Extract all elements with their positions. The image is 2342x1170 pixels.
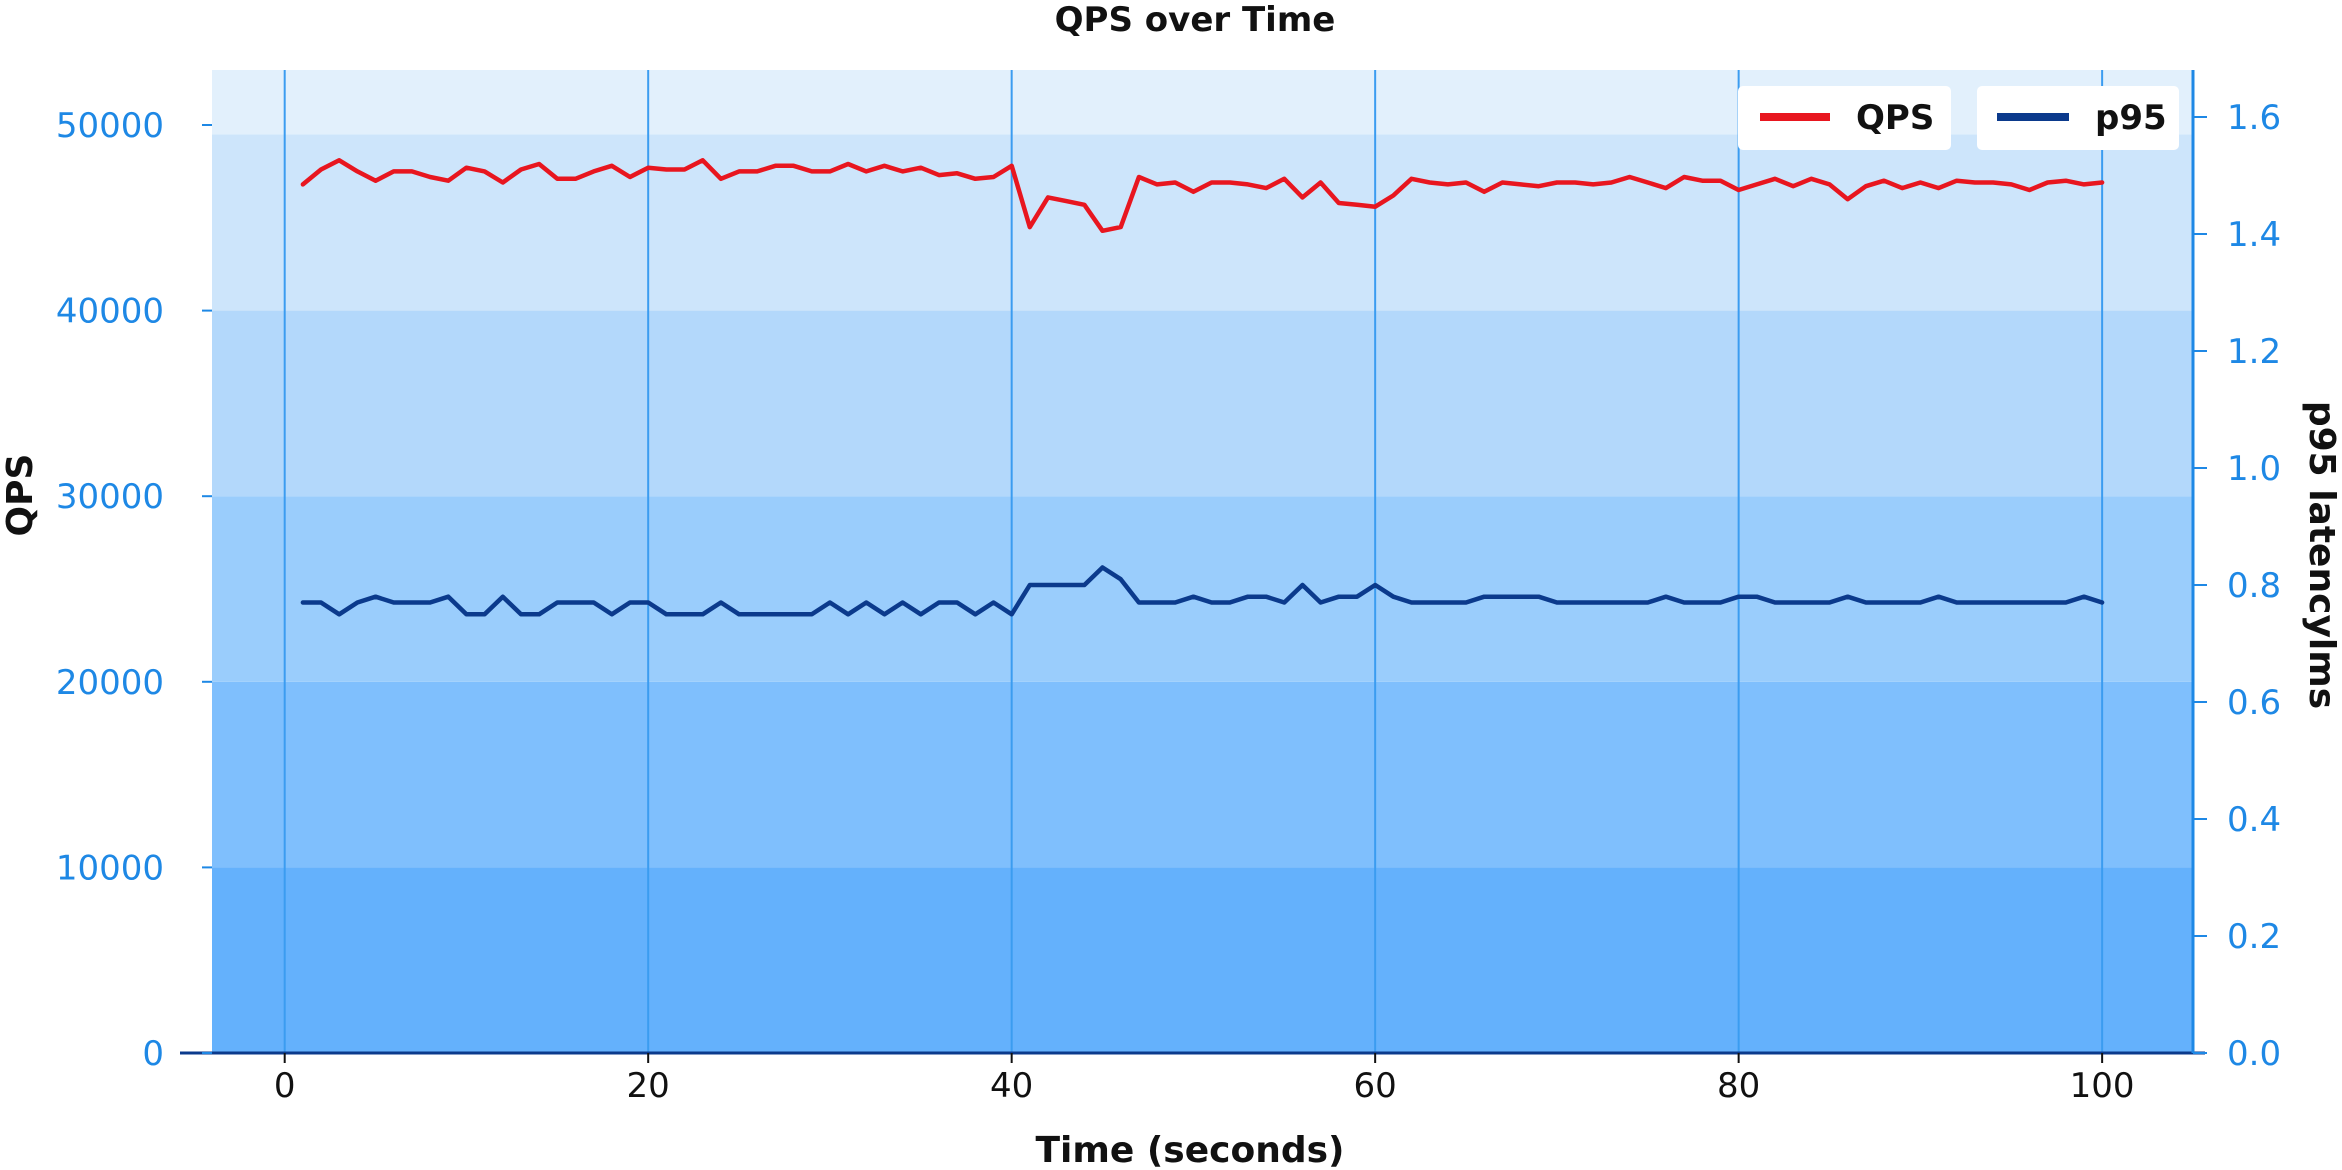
chart-title: QPS over Time xyxy=(1055,0,1336,40)
x-tick-label: 20 xyxy=(627,1066,670,1106)
background-band xyxy=(212,867,2193,1053)
series-layer xyxy=(300,158,2105,617)
y-tick-label: 0 xyxy=(142,1034,164,1074)
y-tick-label: 40000 xyxy=(56,292,164,332)
y-tick-label: 10000 xyxy=(56,848,164,888)
y2-tick-label: 0.0 xyxy=(2227,1034,2281,1074)
legend-box-p95 xyxy=(1977,86,2179,150)
series-line-qps xyxy=(300,158,2105,234)
background-band xyxy=(212,496,2193,682)
y-tick-label: 50000 xyxy=(56,106,164,146)
legend-label-p95: p95 xyxy=(2095,98,2167,138)
legend-box-qps xyxy=(1738,86,1951,150)
y2-tick-label: 0.6 xyxy=(2227,683,2281,723)
background-bands xyxy=(212,70,2193,1053)
x-axis-label: Time (seconds) xyxy=(1035,1130,1344,1170)
y2-tick-label: 1.6 xyxy=(2227,98,2281,138)
ticks: 0 20 40 60 80 100 0 10000 20000 30000 40000 50000 0.… xyxy=(56,98,2281,1106)
x-tick-label: 100 xyxy=(2070,1066,2135,1106)
y2-tick-label: 0.4 xyxy=(2227,800,2281,840)
legend-label-qps: QPS xyxy=(1856,98,1934,138)
y2-tick-label: 0.8 xyxy=(2227,566,2281,606)
y2-tick-label: 1.2 xyxy=(2227,332,2281,372)
y-tick-label: 30000 xyxy=(56,477,164,517)
y-axis-label: QPS xyxy=(0,454,41,537)
y2-tick-label: 1.4 xyxy=(2227,215,2281,255)
background-band xyxy=(212,310,2193,497)
legend: QPS p95 xyxy=(1738,86,2179,150)
y2-tick-label: 1.0 xyxy=(2227,449,2281,489)
background-band xyxy=(212,681,2193,868)
legend-item-qps: QPS xyxy=(1738,86,1951,150)
y2-axis-label: p95 latencylms xyxy=(2301,401,2342,709)
background-band xyxy=(212,134,2193,311)
x-tick-label: 60 xyxy=(1354,1066,1397,1106)
x-tick-label: 80 xyxy=(1717,1066,1760,1106)
y2-tick-label: 0.2 xyxy=(2227,917,2281,957)
grid xyxy=(283,70,2104,1053)
x-tick-label: 0 xyxy=(274,1066,296,1106)
y-tick-label: 20000 xyxy=(56,663,164,703)
legend-item-p95: p95 xyxy=(1977,86,2179,150)
x-tick-label: 40 xyxy=(990,1066,1033,1106)
series-line-p95 xyxy=(300,565,2105,617)
